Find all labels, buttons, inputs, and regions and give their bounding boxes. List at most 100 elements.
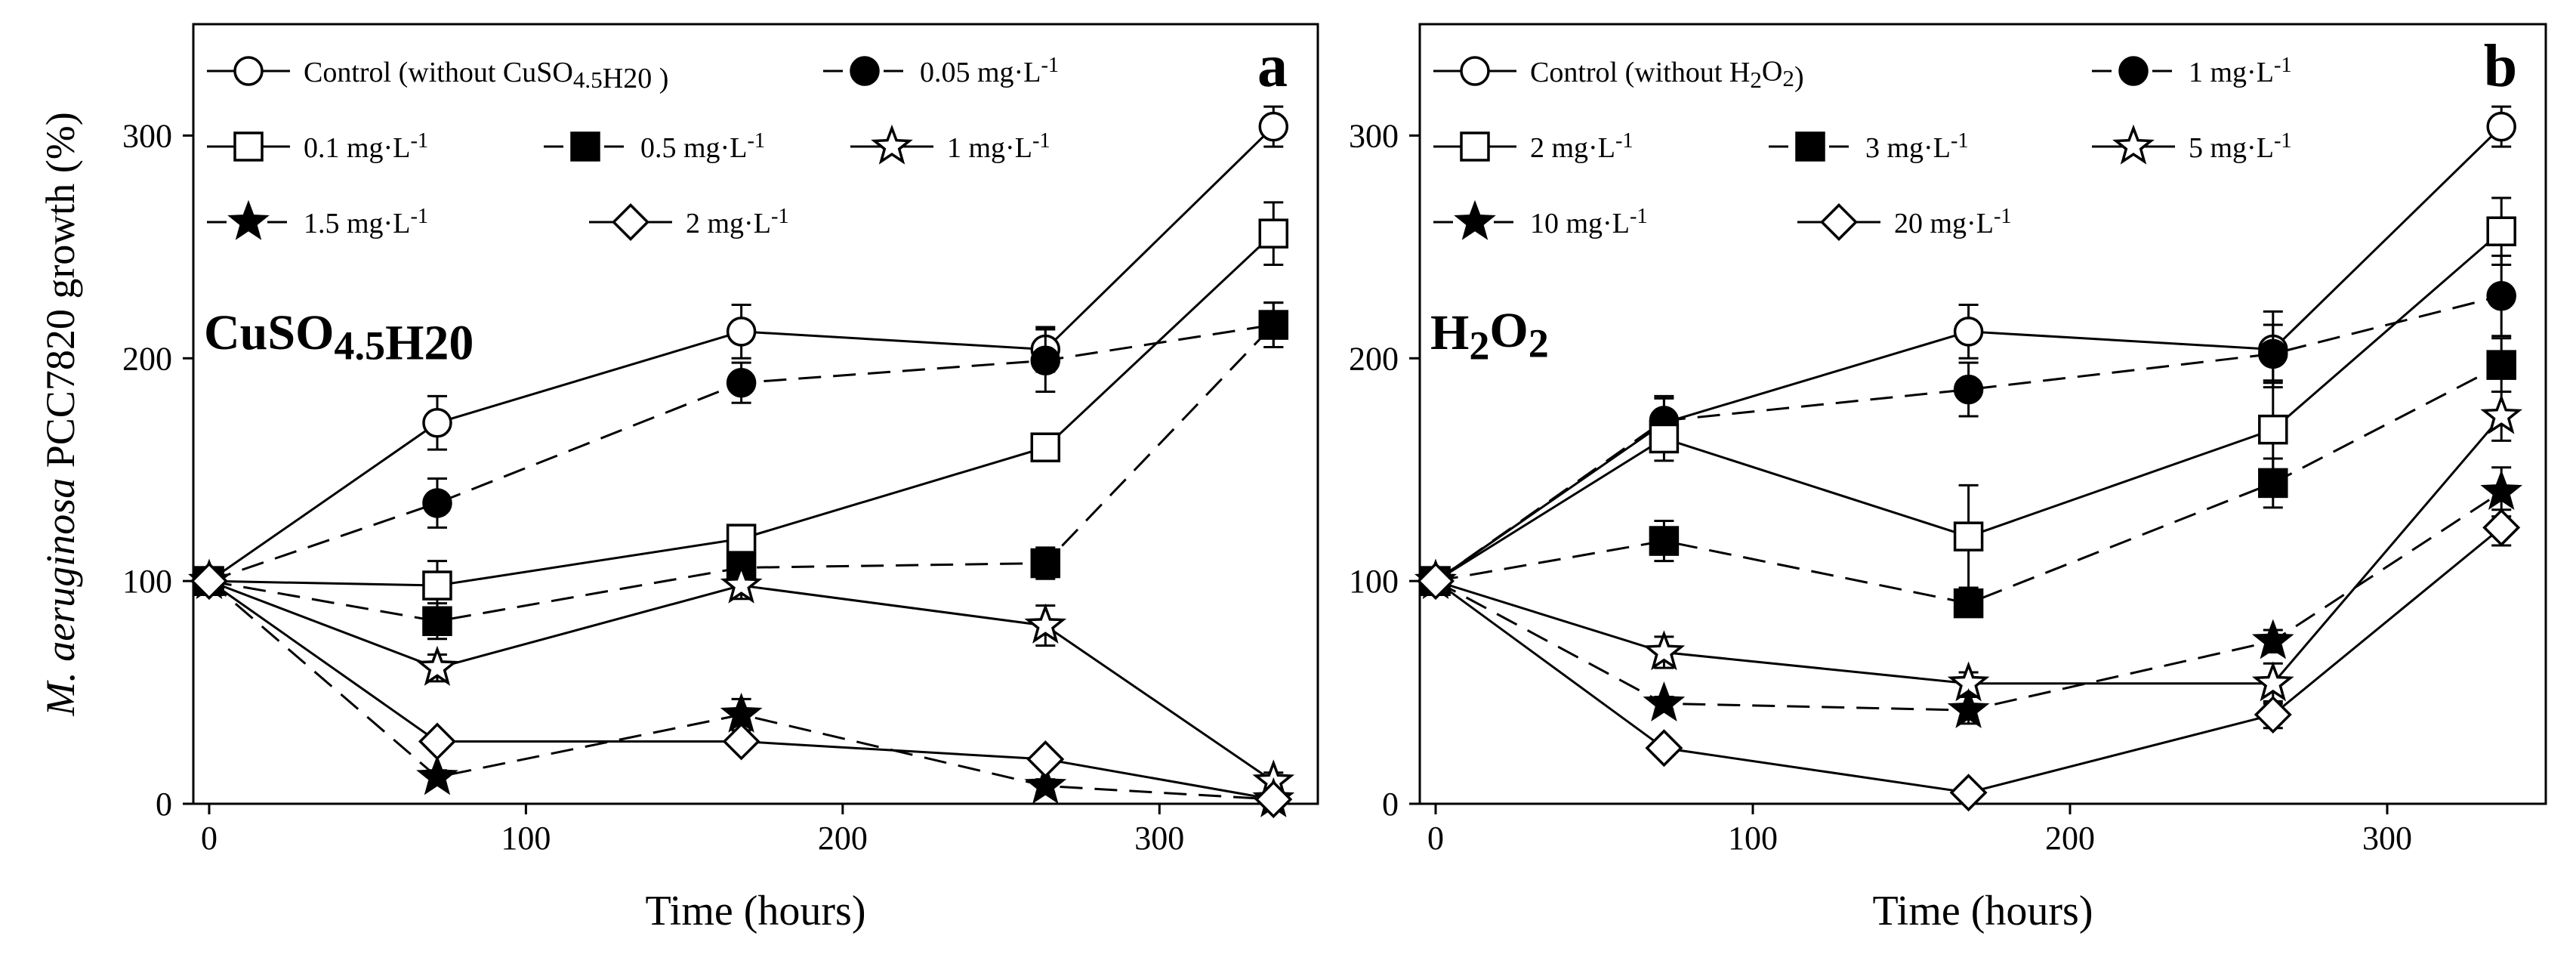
- legend-marker: [1460, 56, 1490, 86]
- legend-label: 1 mg·L-1: [947, 129, 1050, 164]
- data-point: [720, 692, 763, 733]
- legend-label: 20 mg·L-1: [1894, 205, 2012, 239]
- legend-item: 3 mg·L-1: [1769, 129, 1969, 164]
- plot-frame: [1418, 23, 2547, 805]
- data-point: [1258, 310, 1289, 340]
- legend-label: 2 mg·L-1: [1530, 129, 1634, 164]
- data-point: [2486, 280, 2516, 311]
- legend-label: 10 mg·L-1: [1530, 205, 1648, 239]
- plot-frame: [192, 23, 1319, 805]
- legend-item: Control (without CuSO4.5H20 ): [207, 56, 668, 94]
- y-tick-label: 0: [156, 786, 172, 823]
- legend-item: 1 mg·L-1: [850, 124, 1050, 165]
- data-point: [1645, 729, 1683, 768]
- y-tick-label: 100: [1349, 563, 1399, 600]
- data-point: [190, 562, 228, 601]
- legend-label: Control (without CuSO4.5H20 ): [304, 57, 668, 94]
- legend-label: 0.1 mg·L-1: [304, 129, 428, 164]
- legend-item: 2 mg·L-1: [1433, 129, 1634, 164]
- data-point: [1030, 548, 1061, 579]
- data-point: [1024, 764, 1067, 805]
- data-point: [726, 367, 757, 398]
- data-point: [422, 488, 452, 518]
- legend-item: 0.1 mg·L-1: [207, 129, 428, 164]
- data-point: [1947, 687, 1990, 728]
- y-axis-label-rest: PCC7820 growth (%): [38, 112, 83, 478]
- legend-marker: [1795, 131, 1825, 162]
- legend-marker: [1454, 199, 1496, 240]
- y-tick-label: 300: [1349, 117, 1399, 154]
- legend-label: 3 mg·L-1: [1865, 129, 1969, 164]
- data-point: [416, 645, 458, 686]
- data-point: [1026, 740, 1065, 779]
- data-point: [722, 722, 760, 761]
- legend: Control (without H2O2) 1 mg·L-1 2 mg·L-1 3 …: [1433, 54, 2292, 241]
- legend-item: 0.05 mg·L-1: [823, 54, 1059, 88]
- data-point: [1953, 317, 1984, 347]
- x-tick-label: 300: [1134, 820, 1184, 857]
- legend-label: 2 mg·L-1: [686, 205, 789, 239]
- data-point: [1953, 374, 1984, 405]
- legend-item: 1.5 mg·L-1: [207, 199, 428, 240]
- legend: Control (without CuSO4.5H20 ) 0.05 mg·L-1…: [207, 54, 1059, 241]
- data-point: [726, 524, 757, 554]
- series-4: [188, 558, 1295, 800]
- x-tick-label: 0: [1427, 820, 1444, 857]
- data-point: [2258, 414, 2288, 445]
- series-2: [194, 201, 1289, 611]
- data-point: [2480, 469, 2523, 510]
- legend-item: 2 mg·L-1: [589, 203, 789, 241]
- data-point: [1024, 603, 1067, 644]
- legend-label: Control (without H2O2): [1530, 55, 1804, 93]
- data-point: [2486, 350, 2516, 380]
- data-point: [2251, 619, 2294, 659]
- x-tick-label: 0: [201, 820, 217, 857]
- x-axis-label: Time (hours): [646, 888, 866, 934]
- panel-letter: b: [2484, 33, 2518, 100]
- legend-item: 0.5 mg·L-1: [544, 129, 765, 164]
- series-6: [190, 562, 1293, 819]
- legend-item: Control (without H2O2): [1433, 55, 1804, 93]
- data-point: [2258, 338, 2288, 369]
- panel-letter: a: [1257, 33, 1288, 100]
- data-point: [2251, 661, 2294, 702]
- legend-item: 20 mg·L-1: [1797, 203, 2012, 241]
- data-point: [1953, 521, 1984, 551]
- legend-marker: [2112, 124, 2155, 165]
- x-tick-label: 300: [2362, 820, 2412, 857]
- data-point: [1254, 780, 1293, 819]
- series-line: [208, 580, 1274, 801]
- y-tick-label: 200: [122, 340, 172, 377]
- x-tick-label: 100: [1728, 820, 1778, 857]
- x-tick-label: 100: [501, 820, 551, 857]
- y-axis-label-species: M. aeruginosa: [38, 478, 83, 717]
- legend-marker: [850, 56, 880, 86]
- data-point: [2482, 508, 2521, 547]
- series-line: [208, 579, 1274, 801]
- legend-label: 1.5 mg·L-1: [304, 205, 428, 239]
- data-point: [1030, 432, 1061, 462]
- legend-label: 5 mg·L-1: [2189, 129, 2292, 164]
- data-point: [1649, 423, 1680, 454]
- legend-marker: [570, 131, 600, 162]
- series-2: [1421, 196, 2516, 596]
- legend-item: 10 mg·L-1: [1433, 199, 1648, 240]
- data-point: [1949, 774, 1988, 812]
- panel-a: 0 100 200 300 0 100 200 300 Time (hours) M. aerug…: [38, 23, 1319, 934]
- legend-label: 1 mg·L-1: [2189, 54, 2292, 88]
- series-3: [1421, 337, 2516, 619]
- data-point: [2254, 696, 2292, 734]
- legend-marker: [2118, 56, 2149, 86]
- series-line: [1435, 295, 2502, 582]
- panel-title: CuSO4.5H20: [204, 305, 474, 371]
- data-point: [2486, 216, 2516, 246]
- legend-marker: [233, 131, 264, 162]
- data-point: [1030, 345, 1061, 375]
- legend-label: 0.05 mg·L-1: [920, 54, 1059, 88]
- legend-marker: [233, 56, 264, 86]
- data-point: [2480, 394, 2523, 434]
- data-point: [2486, 111, 2516, 142]
- legend-label: 0.5 mg·L-1: [640, 129, 765, 164]
- data-point: [1649, 526, 1680, 556]
